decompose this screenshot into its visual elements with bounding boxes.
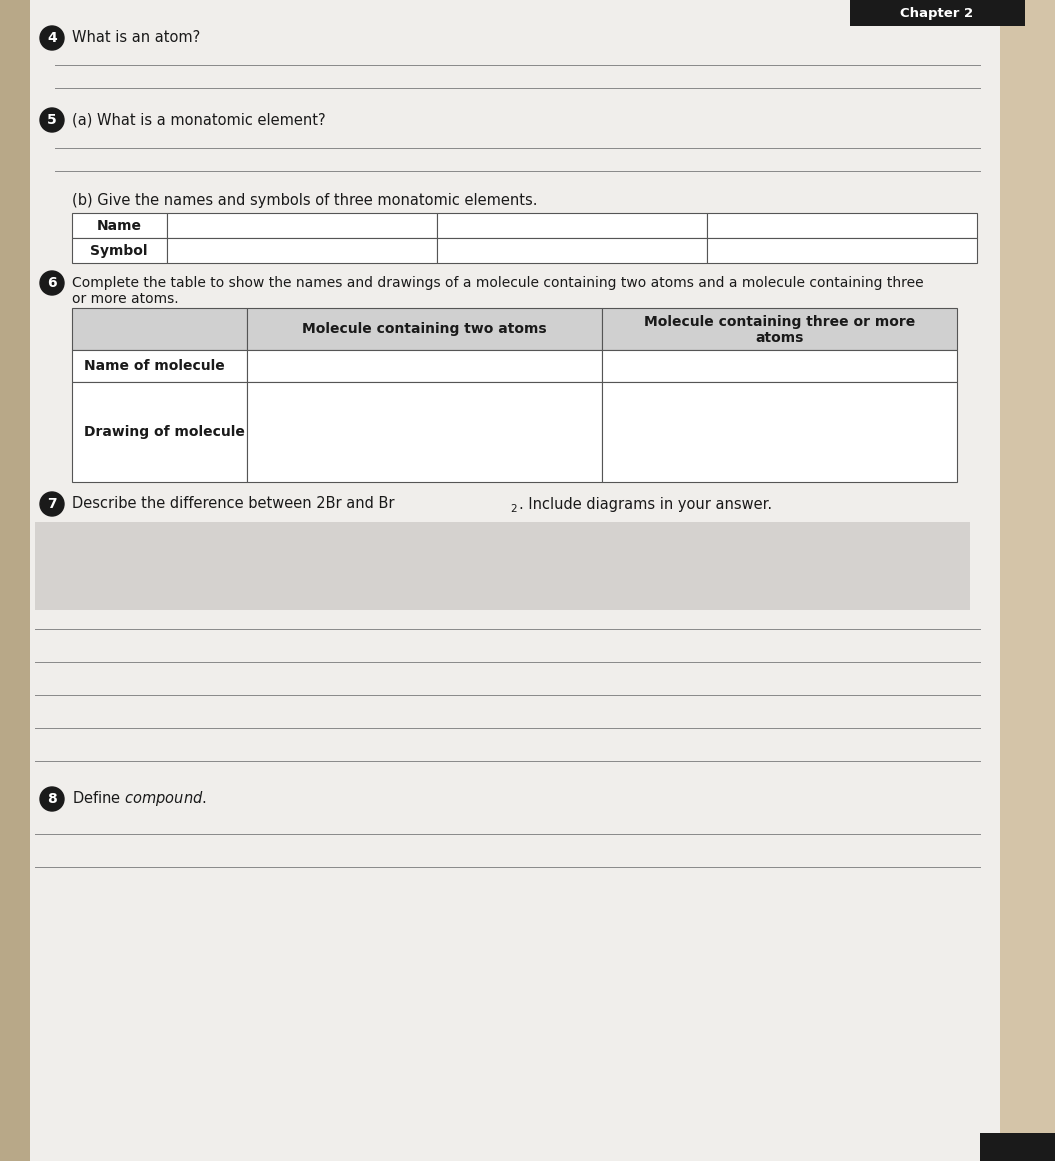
- Bar: [35, 522, 970, 610]
- Text: Molecule containing three or more: Molecule containing three or more: [644, 315, 915, 329]
- Text: Drawing of molecule: Drawing of molecule: [84, 425, 245, 439]
- Bar: [72, 212, 167, 238]
- Bar: [850, 0, 1025, 26]
- Text: atoms: atoms: [755, 331, 804, 345]
- Text: Symbol: Symbol: [91, 244, 148, 258]
- Bar: [72, 349, 247, 382]
- Text: Molecule containing two atoms: Molecule containing two atoms: [302, 322, 546, 336]
- Text: or more atoms.: or more atoms.: [72, 293, 178, 307]
- Text: 2: 2: [510, 504, 517, 514]
- Text: Define $\it{compound.}$: Define $\it{compound.}$: [72, 789, 207, 808]
- Circle shape: [40, 787, 64, 812]
- Circle shape: [40, 108, 64, 132]
- Text: 8: 8: [47, 792, 57, 806]
- Text: 7: 7: [47, 497, 57, 511]
- Bar: [602, 382, 957, 482]
- Bar: [602, 308, 957, 349]
- Text: Name: Name: [96, 218, 141, 232]
- Text: Describe the difference between 2Br and Br: Describe the difference between 2Br and …: [72, 497, 395, 512]
- Circle shape: [40, 271, 64, 295]
- Bar: [707, 212, 977, 238]
- Bar: [72, 382, 247, 482]
- Text: . Include diagrams in your answer.: . Include diagrams in your answer.: [519, 497, 772, 512]
- Bar: [0, 0, 30, 1161]
- Text: 4: 4: [47, 31, 57, 45]
- Bar: [247, 349, 602, 382]
- Bar: [72, 238, 167, 264]
- Bar: [602, 349, 957, 382]
- Text: (b) Give the names and symbols of three monatomic elements.: (b) Give the names and symbols of three …: [72, 193, 537, 208]
- Circle shape: [40, 26, 64, 50]
- Bar: [437, 212, 707, 238]
- Text: Chapter 2: Chapter 2: [900, 7, 974, 20]
- Bar: [247, 308, 602, 349]
- Text: Complete the table to show the names and drawings of a molecule containing two a: Complete the table to show the names and…: [72, 276, 923, 290]
- Text: What is an atom?: What is an atom?: [72, 30, 200, 45]
- Bar: [247, 382, 602, 482]
- Text: (a) What is a monatomic element?: (a) What is a monatomic element?: [72, 113, 326, 128]
- Text: Name of molecule: Name of molecule: [84, 359, 225, 373]
- Bar: [437, 238, 707, 264]
- Bar: [72, 308, 247, 349]
- Circle shape: [40, 492, 64, 515]
- Text: 5: 5: [47, 113, 57, 127]
- Bar: [167, 212, 437, 238]
- Bar: [980, 1133, 1055, 1161]
- Bar: [167, 238, 437, 264]
- Bar: [707, 238, 977, 264]
- Text: 6: 6: [47, 276, 57, 290]
